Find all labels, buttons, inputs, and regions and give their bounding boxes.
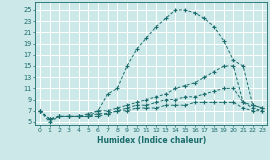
X-axis label: Humidex (Indice chaleur): Humidex (Indice chaleur) xyxy=(97,136,206,145)
